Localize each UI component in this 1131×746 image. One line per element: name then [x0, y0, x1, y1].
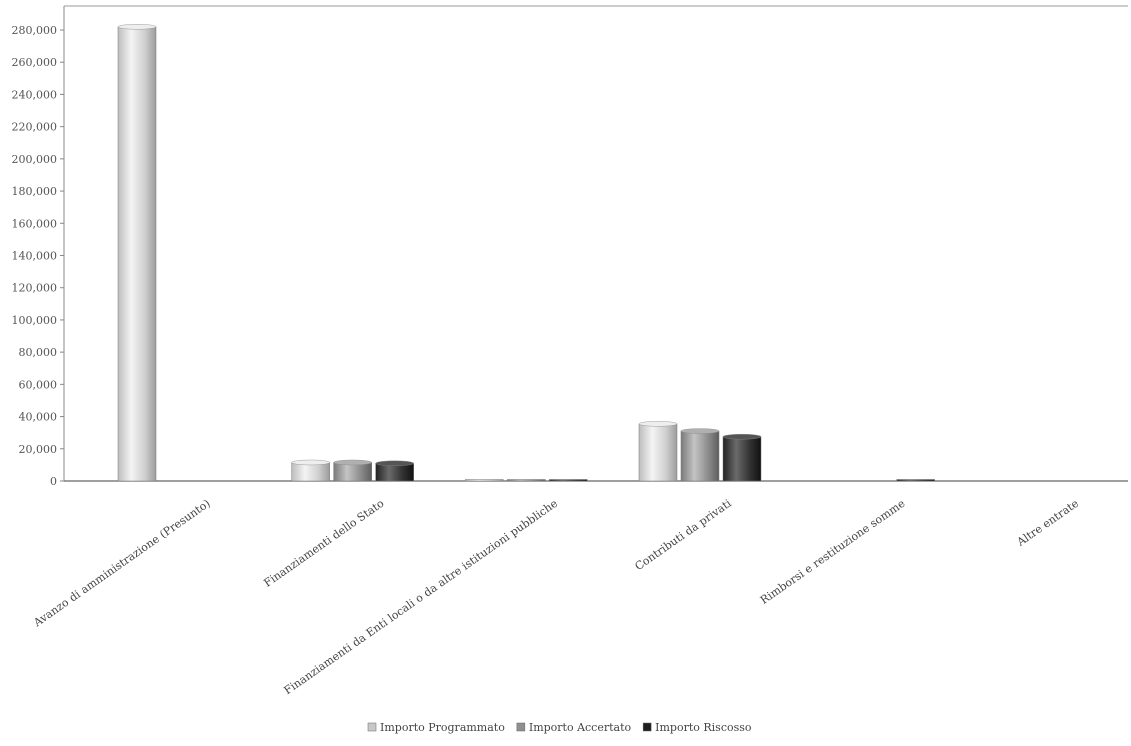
x-category-label: Finanziamenti da Enti locali o da altre …	[282, 497, 560, 697]
x-category-label: Contributi da privati	[632, 497, 734, 574]
y-tick-label: 260,000	[12, 56, 58, 69]
y-tick-label: 20,000	[19, 443, 58, 456]
y-tick-label: 100,000	[12, 314, 58, 327]
legend-swatch-1	[516, 722, 526, 732]
bar-importo-riscosso-2	[549, 479, 588, 482]
y-tick-label: 60,000	[19, 378, 58, 391]
x-category-label: Finanziamenti dello Stato	[261, 497, 386, 590]
y-tick-label: 160,000	[12, 217, 58, 230]
y-tick-label: 120,000	[12, 282, 58, 295]
bar-cap-1-3	[680, 428, 720, 434]
legend-swatch-0	[367, 722, 377, 732]
bar-cap-0-3	[638, 421, 678, 427]
bar-cap-0-1	[291, 459, 330, 466]
legend-label-2: Importo Riscosso	[655, 721, 752, 734]
y-tick-label: 220,000	[12, 121, 58, 134]
y-tick-label: 80,000	[19, 346, 58, 359]
bar-cap-2-3	[722, 434, 762, 440]
bar-importo-programmato-0	[117, 26, 157, 482]
y-tick-label: 140,000	[12, 250, 58, 263]
y-tick-label: 40,000	[19, 411, 58, 424]
bar-importo-accertato-1	[333, 462, 372, 482]
legend-label-0: Importo Programmato	[380, 721, 505, 734]
bar-cap-2-1	[375, 460, 414, 466]
bar-importo-programmato-2	[465, 479, 504, 482]
y-tick-label: 180,000	[12, 185, 58, 198]
legend-swatch-2	[642, 722, 652, 732]
legend-label-1: Importo Accertato	[529, 721, 632, 734]
y-tick-label: 200,000	[12, 153, 58, 166]
bar-cap-0-0	[117, 24, 157, 30]
x-category-label: Rimborsi e restituzione somme	[758, 497, 907, 607]
bar-importo-accertato-2	[507, 479, 546, 482]
bar-importo-accertato-3	[680, 430, 720, 482]
bar-importo-riscosso-4	[896, 479, 935, 482]
bar-importo-riscosso-3	[722, 436, 762, 482]
y-tick-label: 280,000	[12, 24, 58, 37]
bar-importo-programmato-1	[291, 462, 330, 482]
x-category-label: Altre entrate	[1014, 497, 1081, 549]
x-category-label: Avanzo di amministrazione (Presunto)	[30, 497, 212, 630]
bar-importo-programmato-3	[638, 423, 678, 482]
y-tick-label: 0	[50, 475, 57, 488]
y-tick-label: 240,000	[12, 88, 58, 101]
bar-cap-1-1	[333, 459, 372, 466]
